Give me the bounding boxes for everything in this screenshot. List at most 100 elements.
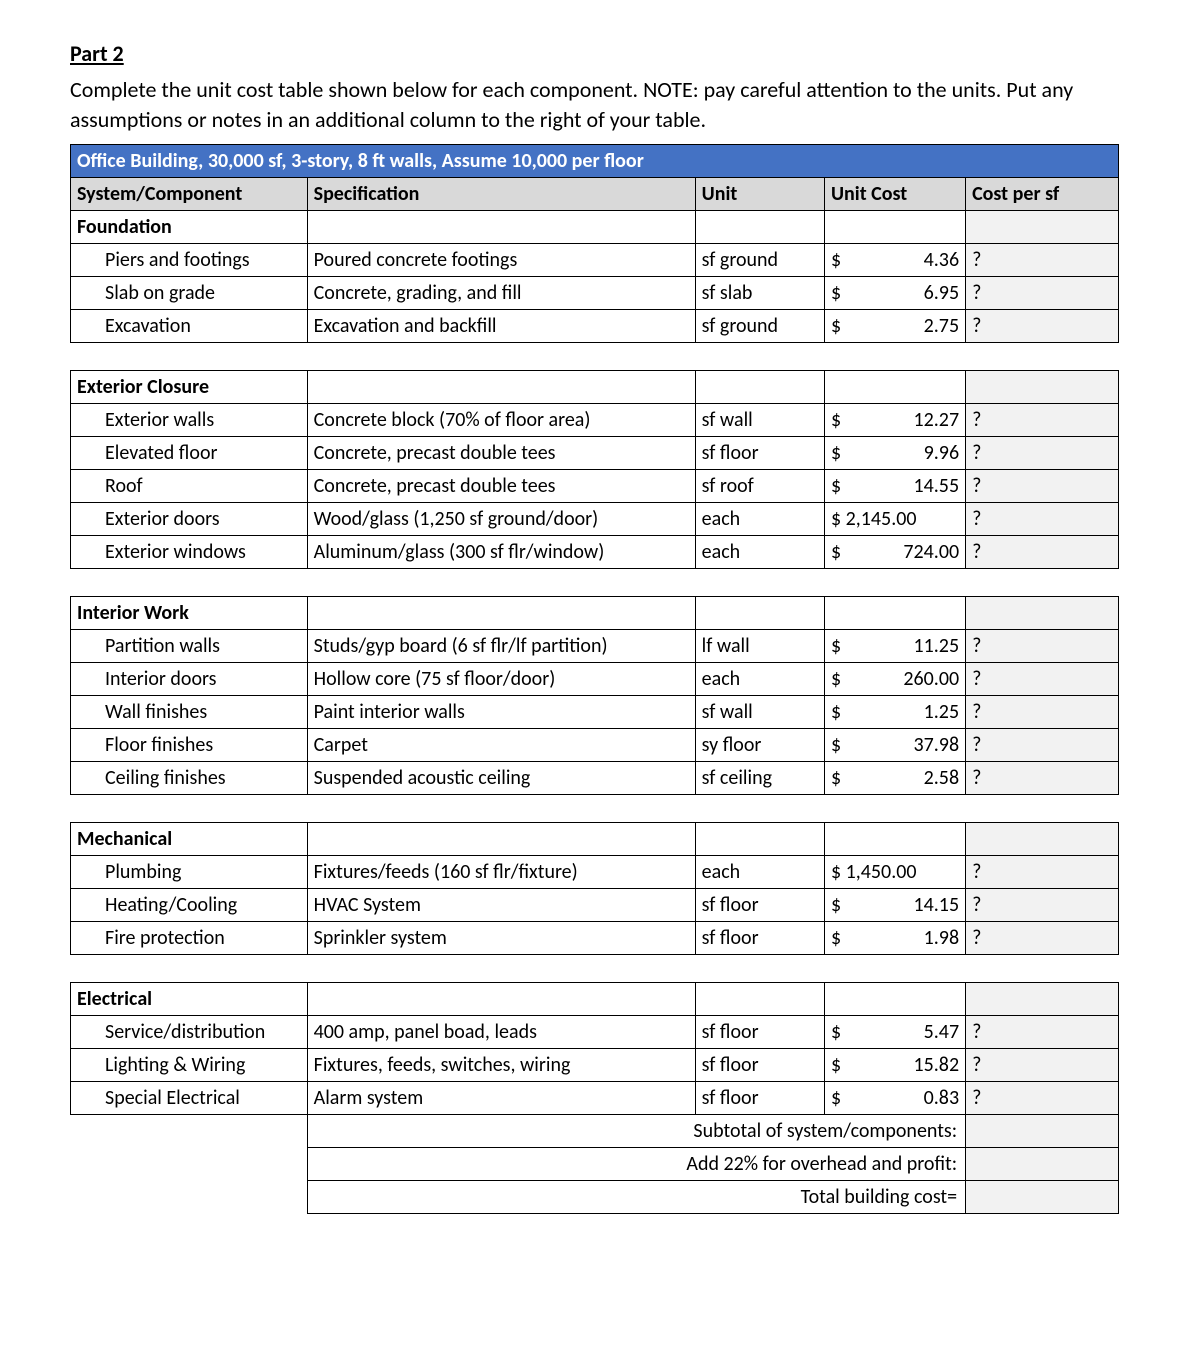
spec-cell: Carpet [307,729,695,762]
empty-cell [966,983,1119,1016]
unit-cell: sf roof [695,470,824,503]
unitcost-cell: $9.96 [825,437,966,470]
costpersf-cell: ? [966,244,1119,277]
component-cell: Fire protection [71,922,308,955]
unitcost-cell: $1.25 [825,696,966,729]
unitcost-cell: $14.55 [825,470,966,503]
part-heading: Part 2 [70,40,1119,67]
costpersf-cell: ? [966,503,1119,536]
spacer-cell [71,569,308,597]
spacer-cell [825,343,966,371]
unitcost-cell: $37.98 [825,729,966,762]
unit-cell: each [695,503,824,536]
component-cell: Lighting & Wiring [71,1049,308,1082]
costpersf-cell: ? [966,536,1119,569]
costpersf-cell: ? [966,889,1119,922]
unit-cell: sf floor [695,889,824,922]
spec-cell: Excavation and backfill [307,310,695,343]
spacer-cell [695,569,824,597]
unit-cell: sf ground [695,310,824,343]
spec-cell: 400 amp, panel boad, leads [307,1016,695,1049]
empty-cell [695,597,824,630]
unit-cell: sf slab [695,277,824,310]
empty-cell [695,823,824,856]
costpersf-cell: ? [966,1082,1119,1115]
unitcost-cell: $0.83 [825,1082,966,1115]
empty-cell [825,211,966,244]
unitcost-cell: $5.47 [825,1016,966,1049]
spec-cell: Concrete, precast double tees [307,437,695,470]
unitcost-cell: $ 2,145.00 [825,503,966,536]
section-name: Interior Work [71,597,308,630]
spec-cell: Paint interior walls [307,696,695,729]
spec-cell: Fixtures/feeds (160 sf flr/fixture) [307,856,695,889]
total-gap [71,1115,308,1148]
unitcost-cell: $14.15 [825,889,966,922]
costpersf-cell: ? [966,310,1119,343]
unit-cell: each [695,663,824,696]
costpersf-cell: ? [966,1049,1119,1082]
costpersf-cell: ? [966,856,1119,889]
unitcost-cell: $2.58 [825,762,966,795]
empty-cell [307,211,695,244]
spec-cell: Concrete block (70% of floor area) [307,404,695,437]
unitcost-cell: $1.98 [825,922,966,955]
spacer-cell [307,569,695,597]
spec-cell: Alarm system [307,1082,695,1115]
spec-cell: Studs/gyp board (6 sf flr/lf partition) [307,630,695,663]
empty-cell [966,211,1119,244]
spacer-cell [695,795,824,823]
component-cell: Exterior walls [71,404,308,437]
spacer-cell [825,955,966,983]
spec-cell: Poured concrete footings [307,244,695,277]
unit-cell: sf floor [695,1049,824,1082]
spacer-cell [71,955,308,983]
component-cell: Special Electrical [71,1082,308,1115]
total-label-total: Total building cost= [307,1181,965,1214]
unit-cell: each [695,536,824,569]
unitcost-cell: $4.36 [825,244,966,277]
spec-cell: HVAC System [307,889,695,922]
component-cell: Partition walls [71,630,308,663]
spacer-cell [71,795,308,823]
spec-cell: Concrete, grading, and fill [307,277,695,310]
costpersf-cell: ? [966,404,1119,437]
costpersf-cell: ? [966,663,1119,696]
component-cell: Ceiling finishes [71,762,308,795]
empty-cell [307,823,695,856]
empty-cell [307,371,695,404]
spec-cell: Wood/glass (1,250 sf ground/door) [307,503,695,536]
component-cell: Slab on grade [71,277,308,310]
spec-cell: Hollow core (75 sf floor/door) [307,663,695,696]
costpersf-cell: ? [966,437,1119,470]
unit-cell: sf floor [695,922,824,955]
component-cell: Interior doors [71,663,308,696]
empty-cell [695,211,824,244]
unitcost-cell: $2.75 [825,310,966,343]
section-name: Electrical [71,983,308,1016]
section-name: Mechanical [71,823,308,856]
empty-cell [695,983,824,1016]
component-cell: Heating/Cooling [71,889,308,922]
unit-cell: sf wall [695,696,824,729]
section-name: Exterior Closure [71,371,308,404]
table-title: Office Building, 30,000 sf, 3-story, 8 f… [71,145,1119,178]
spacer-cell [966,569,1119,597]
spec-cell: Concrete, precast double tees [307,470,695,503]
total-gap [71,1181,308,1214]
costpersf-cell: ? [966,696,1119,729]
instructions-text: Complete the unit cost table shown below… [70,75,1119,134]
spacer-cell [966,955,1119,983]
section-name: Foundation [71,211,308,244]
spec-cell: Fixtures, feeds, switches, wiring [307,1049,695,1082]
unitcost-cell: $15.82 [825,1049,966,1082]
spec-cell: Sprinkler system [307,922,695,955]
spacer-cell [825,569,966,597]
unit-cell: sf wall [695,404,824,437]
spacer-cell [307,343,695,371]
unit-cell: sf floor [695,437,824,470]
spec-cell: Suspended acoustic ceiling [307,762,695,795]
spacer-cell [307,955,695,983]
component-cell: Exterior windows [71,536,308,569]
total-label-overhead: Add 22% for overhead and profit: [307,1148,965,1181]
